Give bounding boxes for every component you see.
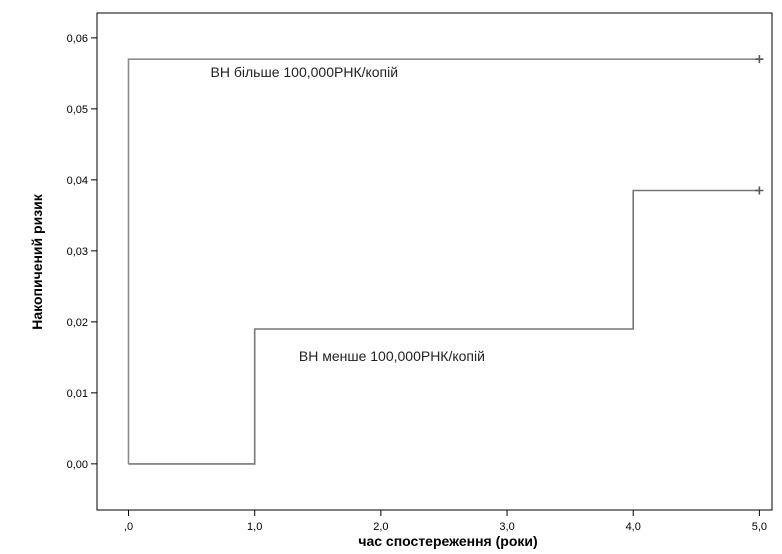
series-line-1: [127, 58, 760, 464]
y-tick-label: 0,06: [67, 33, 88, 45]
series-annotation-1: ВН більше 100,000РНК/копій: [211, 64, 399, 80]
y-tick-label: 0,04: [67, 175, 88, 187]
censor-marker-series-2: [755, 186, 764, 195]
x-tick-label: ,0: [124, 521, 133, 533]
y-tick-label: 0,03: [67, 246, 88, 258]
censor-marker-series-1: [755, 55, 764, 64]
y-axis-title: Накопичений ризик: [29, 193, 45, 330]
y-tick-label: 0,05: [67, 104, 88, 116]
x-tick-label: 4,0: [626, 521, 641, 533]
y-tick-label: 0,00: [67, 459, 88, 471]
x-tick-label: 1,0: [247, 521, 262, 533]
x-axis: ,0 1,0 2,0 3,0 4,0 5,0: [124, 510, 767, 533]
x-tick-label: 5,0: [752, 521, 767, 533]
series-annotation-2: ВН менше 100,000РНК/копій: [299, 348, 485, 364]
x-tick-label: 3,0: [499, 521, 514, 533]
y-tick-label: 0,01: [67, 388, 88, 400]
series-line-2: [128, 189, 760, 465]
y-axis: 0,00 0,01 0,02 0,03 0,04 0,05 0,06: [67, 33, 97, 471]
annotation-layer: ВН більше 100,000РНК/копій ВН менше 100,0…: [211, 64, 485, 364]
y-tick-label: 0,02: [67, 317, 88, 329]
x-tick-label: 2,0: [373, 521, 388, 533]
x-axis-title: час спостереження (роки): [358, 533, 537, 549]
series-layer: [127, 55, 764, 465]
plot-frame: [96, 12, 773, 511]
